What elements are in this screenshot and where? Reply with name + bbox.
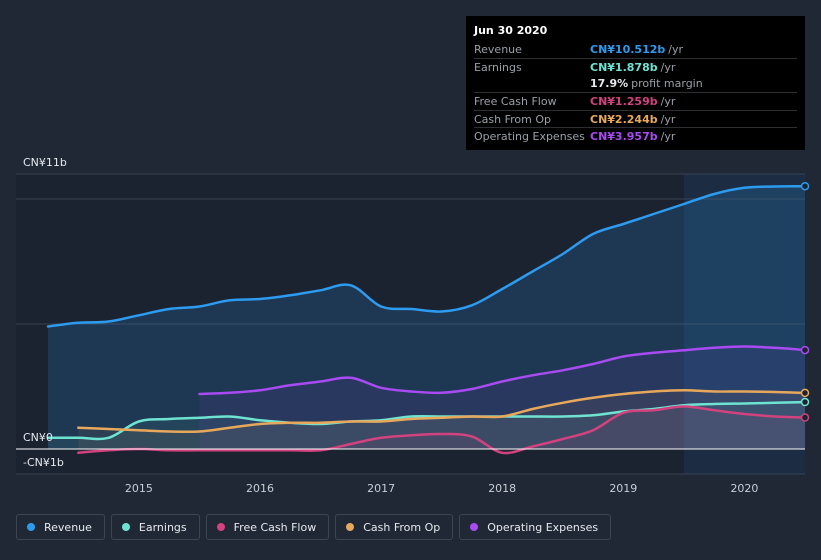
series-endpoints [800, 181, 810, 422]
tooltip-row-operating-expenses: Operating Expenses CN¥3.957b /yr [474, 127, 797, 145]
legend-item-earnings[interactable]: Earnings [110, 514, 200, 540]
free-cash-flow-endpoint [800, 413, 810, 422]
legend-label: Operating Expenses [487, 520, 599, 534]
legend-item-revenue[interactable]: Revenue [16, 514, 105, 540]
legend-item-free-cash-flow[interactable]: Free Cash Flow [205, 514, 330, 540]
earnings-area [48, 402, 805, 449]
tooltip-unit: /yr [668, 42, 684, 56]
gridlines [16, 173, 805, 475]
tooltip-row-free-cash-flow: Free Cash Flow CN¥1.259b /yr [474, 92, 797, 110]
x-tick-label: 2017 [367, 482, 395, 495]
x-axis-ticks: 2015 2016 2017 2018 2019 2020 [125, 482, 759, 495]
revenue-area [48, 186, 805, 449]
legend-label: Cash From Op [363, 520, 441, 534]
tooltip-value: 17.9% [590, 77, 629, 91]
tooltip-date: Jun 30 2020 [474, 24, 548, 37]
tooltip-row-profit-margin: 17.9% profit margin [474, 75, 797, 92]
legend-label: Free Cash Flow [233, 520, 317, 534]
operating-expenses-endpoint [800, 345, 810, 355]
x-tick-label: 2016 [246, 482, 274, 495]
operating-expenses-area [199, 346, 805, 449]
legend-item-operating-expenses[interactable]: Operating Expenses [459, 514, 612, 540]
tooltip-unit: /yr [660, 60, 676, 74]
series-areas [48, 186, 805, 454]
legend: Revenue Earnings Free Cash Flow Cash Fro… [16, 514, 612, 540]
y-axis-label-top: CN¥11b [23, 156, 67, 169]
cash-from-op-endpoint [800, 388, 810, 398]
earnings-dot-icon [121, 523, 130, 531]
tooltip-unit: /yr [660, 112, 676, 126]
tooltip-unit: /yr [660, 130, 676, 144]
tooltip-panel: Jun 30 2020 Revenue CN¥10.512b /yr Earni… [466, 16, 805, 150]
legend-label: Revenue [44, 520, 92, 534]
tooltip-row-revenue: Revenue CN¥10.512b /yr [474, 41, 797, 58]
tooltip-value: CN¥1.878b [590, 60, 658, 74]
x-tick-label: 2015 [125, 482, 153, 495]
tooltip-row-earnings: Earnings CN¥1.878b /yr [474, 57, 797, 76]
operating-expenses-line [198, 345, 807, 396]
tooltip-value: CN¥3.957b [590, 130, 658, 144]
x-tick-label: 2019 [609, 482, 637, 495]
legend-item-cash-from-op[interactable]: Cash From Op [335, 514, 454, 540]
tooltip-unit: profit margin [631, 77, 703, 91]
tooltip-label: Operating Expenses [474, 130, 585, 144]
tooltip-label: Cash From Op [474, 112, 552, 126]
revenue-dot-icon [27, 523, 35, 531]
y-axis-label-zero: CN¥0 [23, 431, 53, 444]
free-cash-flow-area [78, 406, 805, 454]
tooltip-row-cash-from-op: Cash From Op CN¥2.244b /yr [474, 109, 797, 128]
operating-expenses-dot-icon [470, 523, 479, 531]
free-cash-flow-dot-icon [216, 523, 225, 531]
revenue-line [46, 184, 807, 328]
earnings-endpoint [800, 397, 810, 407]
tooltip-label: Revenue [474, 42, 522, 56]
tooltip-label: Earnings [474, 60, 522, 74]
tooltip-label: Free Cash Flow [474, 94, 557, 108]
legend-label: Earnings [138, 520, 187, 534]
revenue-endpoint [800, 181, 810, 191]
cash-from-op-line [77, 389, 807, 434]
cash-from-op-dot-icon [346, 523, 355, 531]
tooltip-unit: /yr [660, 94, 676, 108]
tooltip-value: CN¥1.259b [590, 94, 658, 108]
tooltip-value: CN¥2.244b [590, 112, 658, 126]
cash-from-op-area [78, 390, 805, 449]
series-lines[interactable] [46, 184, 807, 455]
y-axis-label-bottom: -CN¥1b [23, 456, 64, 469]
tooltip-value: CN¥10.512b [590, 42, 666, 56]
x-tick-label: 2020 [730, 482, 758, 495]
x-tick-label: 2018 [488, 482, 516, 495]
free-cash-flow-line [77, 405, 807, 455]
